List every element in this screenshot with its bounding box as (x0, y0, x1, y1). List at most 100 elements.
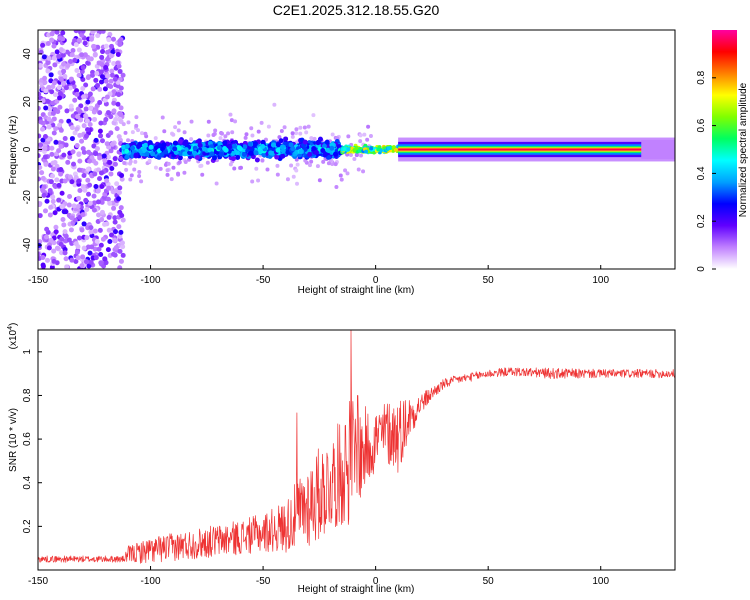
heatmap-cell (87, 121, 93, 127)
heatmap-cell (226, 131, 231, 136)
spectrogram-y-label: Frequency (Hz) (8, 116, 19, 185)
heatmap-cell (40, 137, 46, 143)
heatmap-cell (120, 217, 126, 223)
heatmap-cell (231, 143, 237, 149)
heatmap-cell (87, 91, 93, 97)
heatmap-cell (117, 248, 123, 254)
heatmap-cell (53, 224, 59, 230)
heatmap-cell (160, 146, 166, 152)
x-tick-label: 0 (373, 576, 379, 587)
heatmap-cell (69, 215, 75, 221)
heatmap-cell (118, 205, 124, 211)
heatmap-cell (358, 133, 363, 138)
heatmap-cell (81, 123, 87, 129)
heatmap-cell (57, 104, 63, 110)
heatmap-cell (147, 158, 152, 163)
heatmap-cell (124, 143, 130, 149)
y-tick-label: 40 (22, 48, 33, 60)
heatmap-cell (171, 132, 176, 137)
heatmap-cell (93, 184, 99, 190)
colorbar-label: Normalized spectral amplitude (738, 82, 749, 217)
heatmap-cell (54, 98, 60, 104)
heatmap-cell (42, 154, 48, 160)
heatmap-cell (113, 117, 119, 123)
heatmap-cell (144, 151, 150, 157)
heatmap-cell (61, 209, 67, 215)
heatmap-cell (96, 212, 102, 218)
heatmap-cell (364, 149, 369, 154)
heatmap-cell (50, 194, 56, 200)
heatmap-cell (325, 147, 331, 153)
heatmap-cell (48, 237, 54, 243)
heatmap-cell (46, 245, 52, 251)
heatmap-cell (61, 68, 67, 74)
heatmap-cell (98, 252, 104, 258)
heatmap-cell (73, 259, 79, 265)
heatmap-cell (68, 227, 74, 233)
heatmap-cell (321, 143, 327, 149)
heatmap-cell (368, 134, 373, 139)
heatmap-cell (93, 137, 99, 143)
heatmap-cell (93, 255, 99, 261)
heatmap-cell (57, 122, 63, 128)
heatmap-cell (104, 49, 110, 55)
y-tick-label: 0.2 (22, 519, 33, 533)
heatmap-cell (253, 150, 259, 156)
heatmap-cell (56, 85, 62, 91)
heatmap-cell (118, 105, 124, 111)
heatmap-cell (230, 156, 236, 162)
heatmap-cell (46, 124, 52, 130)
heatmap-cell (60, 30, 66, 36)
heatmap-cell (176, 120, 181, 125)
heatmap-cell (50, 100, 56, 106)
heatmap-cell (85, 99, 91, 105)
heatmap-cell (356, 167, 361, 172)
heatmap-cell (270, 142, 276, 148)
heatmap-cell (111, 100, 117, 106)
x-tick-label: 50 (483, 275, 495, 286)
snr-x-axis: -150 -100 -50 0 50 100 (28, 566, 610, 587)
heatmap-cell (38, 142, 44, 148)
heatmap-cell (108, 130, 114, 136)
heatmap-cell (76, 151, 82, 157)
heatmap-cell (73, 175, 79, 181)
heatmap-cell (43, 234, 49, 240)
heatmap-cell (92, 116, 98, 122)
heatmap-cell (115, 60, 121, 66)
heatmap-cell (290, 134, 295, 139)
heatmap-cell (79, 263, 85, 269)
heatmap-cell (85, 127, 91, 133)
heatmap-cell (229, 118, 234, 123)
heatmap-cell (117, 185, 123, 191)
heatmap-cell (72, 130, 78, 136)
heatmap-cell (116, 189, 122, 195)
colorbar-gradient (712, 30, 737, 269)
heatmap-cell (97, 176, 103, 182)
heatmap-cell (306, 124, 311, 129)
heatmap-cell (101, 153, 107, 159)
heatmap-cell (143, 131, 148, 136)
heatmap-cell (161, 142, 167, 148)
heatmap-cell (298, 149, 304, 155)
heatmap-cell (87, 182, 93, 188)
heatmap-cell (166, 161, 171, 166)
heatmap-cell (91, 109, 97, 115)
heatmap-cell (85, 60, 91, 66)
heatmap-cell (49, 145, 55, 151)
heatmap-cell (354, 153, 359, 158)
heatmap-cell (120, 244, 126, 250)
heatmap-cell (309, 136, 314, 141)
heatmap-cell (111, 108, 117, 114)
heatmap-cell (80, 30, 86, 34)
heatmap-cell (230, 150, 236, 156)
heatmap-cell (66, 202, 72, 208)
heatmap-cell (322, 151, 328, 157)
heatmap-cell (129, 173, 134, 178)
heatmap-cell (122, 161, 127, 166)
heatmap-cell (58, 76, 64, 82)
heatmap-cell (320, 148, 326, 154)
heatmap-cell (117, 233, 123, 239)
heatmap-cell (116, 92, 122, 98)
heatmap-cell (223, 134, 228, 139)
heatmap-cell (82, 187, 88, 193)
